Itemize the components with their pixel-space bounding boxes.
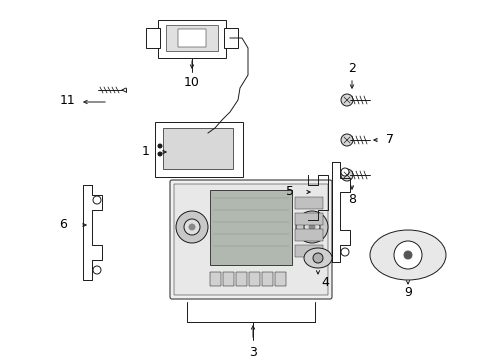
Ellipse shape [369, 230, 445, 280]
Bar [248, 272, 260, 286]
Bar [223, 272, 234, 286]
Bar [155, 122, 243, 177]
Circle shape [93, 196, 101, 204]
Circle shape [158, 144, 162, 148]
FancyBboxPatch shape [170, 180, 331, 299]
Bar [165, 25, 218, 51]
Bar [294, 229, 323, 241]
Circle shape [183, 219, 200, 235]
Circle shape [340, 94, 352, 106]
Bar [146, 28, 160, 48]
Circle shape [93, 266, 101, 274]
Bar [163, 128, 232, 169]
Text: 9: 9 [403, 285, 411, 298]
Text: 3: 3 [248, 346, 256, 359]
Bar [209, 190, 291, 265]
Circle shape [203, 128, 213, 138]
Text: 11: 11 [60, 94, 76, 107]
Bar [262, 272, 272, 286]
Circle shape [295, 211, 327, 243]
Bar [224, 28, 238, 48]
Circle shape [403, 251, 411, 259]
Circle shape [308, 224, 314, 230]
Text: 5: 5 [285, 185, 293, 198]
Text: 4: 4 [321, 275, 328, 288]
Text: 7: 7 [385, 134, 393, 147]
Text: 1: 1 [142, 145, 150, 158]
Bar [274, 272, 285, 286]
Bar [294, 245, 323, 257]
Text: 6: 6 [59, 219, 67, 231]
Bar [158, 20, 225, 58]
Circle shape [189, 224, 195, 230]
Text: 10: 10 [183, 77, 200, 90]
Circle shape [340, 168, 348, 176]
Bar [209, 272, 221, 286]
Bar [294, 213, 323, 225]
Circle shape [176, 211, 207, 243]
Circle shape [340, 134, 352, 146]
Circle shape [304, 219, 319, 235]
Bar [178, 29, 205, 47]
Circle shape [393, 241, 421, 269]
Bar [174, 184, 327, 295]
Circle shape [340, 169, 352, 181]
Text: 8: 8 [347, 193, 355, 207]
Bar [236, 272, 246, 286]
Circle shape [340, 248, 348, 256]
Circle shape [158, 152, 162, 156]
Text: 2: 2 [347, 62, 355, 75]
Bar [294, 197, 323, 209]
Circle shape [312, 253, 323, 263]
Ellipse shape [304, 248, 331, 268]
